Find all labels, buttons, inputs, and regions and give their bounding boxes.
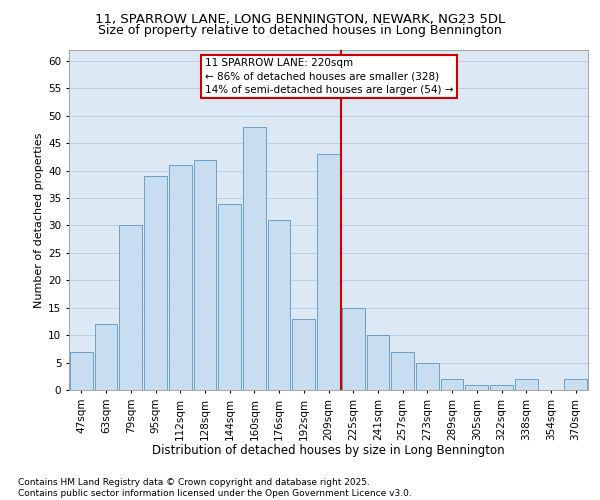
Bar — [441, 379, 463, 390]
Bar — [515, 379, 538, 390]
Bar — [169, 165, 191, 390]
Bar — [95, 324, 118, 390]
Bar — [391, 352, 414, 390]
Bar — [317, 154, 340, 390]
Text: Size of property relative to detached houses in Long Bennington: Size of property relative to detached ho… — [98, 24, 502, 37]
Bar — [243, 127, 266, 390]
Bar — [342, 308, 365, 390]
Text: Contains HM Land Registry data © Crown copyright and database right 2025.
Contai: Contains HM Land Registry data © Crown c… — [18, 478, 412, 498]
Text: 11 SPARROW LANE: 220sqm
← 86% of detached houses are smaller (328)
14% of semi-d: 11 SPARROW LANE: 220sqm ← 86% of detache… — [205, 58, 454, 94]
Bar — [490, 384, 513, 390]
Bar — [367, 335, 389, 390]
Bar — [194, 160, 216, 390]
Y-axis label: Number of detached properties: Number of detached properties — [34, 132, 44, 308]
Bar — [292, 318, 315, 390]
Bar — [218, 204, 241, 390]
Bar — [564, 379, 587, 390]
Text: 11, SPARROW LANE, LONG BENNINGTON, NEWARK, NG23 5DL: 11, SPARROW LANE, LONG BENNINGTON, NEWAR… — [95, 12, 505, 26]
Bar — [119, 226, 142, 390]
Bar — [144, 176, 167, 390]
Bar — [70, 352, 93, 390]
Bar — [268, 220, 290, 390]
Bar — [416, 362, 439, 390]
Bar — [466, 384, 488, 390]
X-axis label: Distribution of detached houses by size in Long Bennington: Distribution of detached houses by size … — [152, 444, 505, 457]
